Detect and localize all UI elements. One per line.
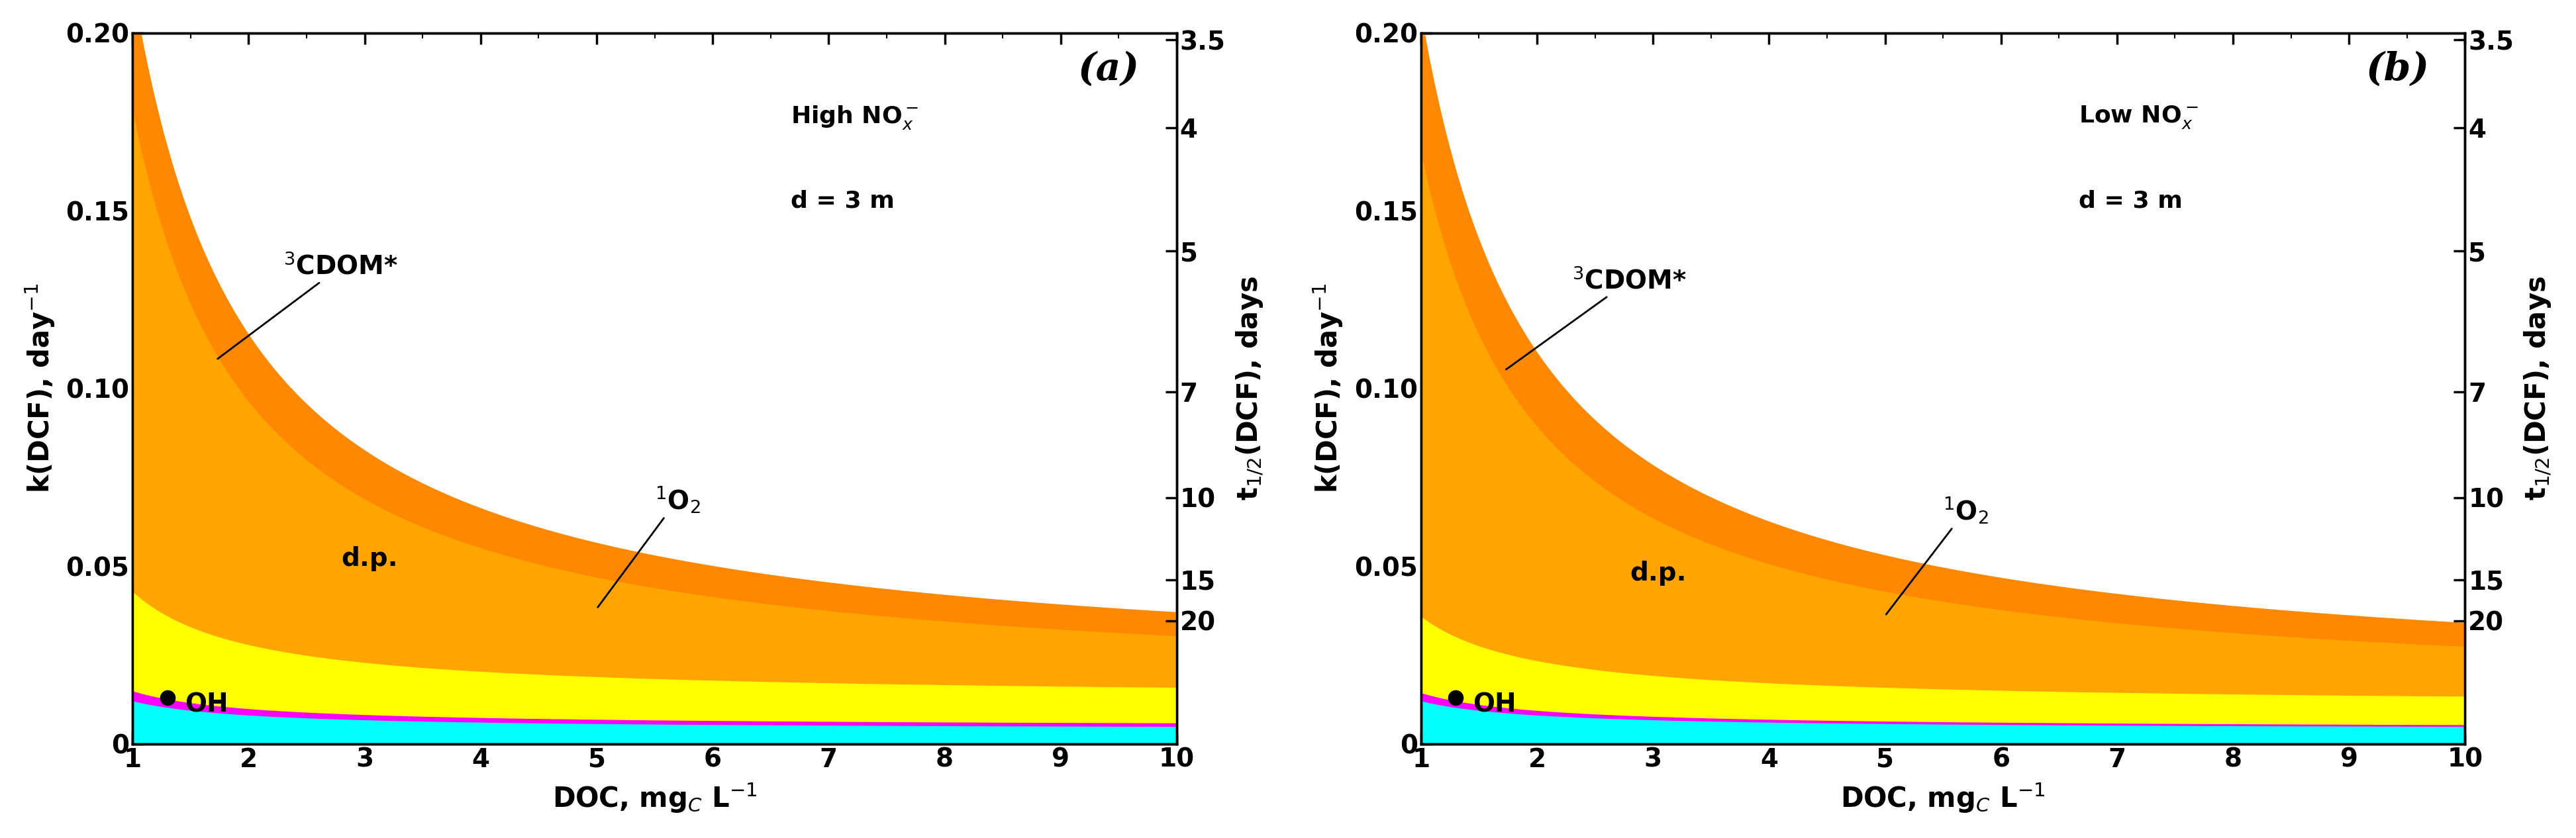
- X-axis label: DOC, mg$_C$ L$^{-1}$: DOC, mg$_C$ L$^{-1}$: [1839, 781, 2045, 815]
- Text: $^1$O$_2$: $^1$O$_2$: [1886, 495, 1989, 614]
- Text: OH: OH: [1473, 692, 1517, 717]
- Y-axis label: t$_{1/2}$(DCF), days: t$_{1/2}$(DCF), days: [1234, 277, 1265, 500]
- Text: (b): (b): [2365, 50, 2429, 88]
- Text: $^3$CDOM*: $^3$CDOM*: [1504, 268, 1685, 370]
- Text: d = 3 m: d = 3 m: [2079, 189, 2182, 212]
- Text: High NO$_x^-$: High NO$_x^-$: [791, 104, 917, 131]
- Text: d = 3 m: d = 3 m: [791, 189, 894, 212]
- Text: $^1$O$_2$: $^1$O$_2$: [598, 484, 701, 608]
- Text: Low NO$_x^-$: Low NO$_x^-$: [2079, 104, 2197, 131]
- Text: d.p.: d.p.: [1631, 561, 1685, 586]
- X-axis label: DOC, mg$_C$ L$^{-1}$: DOC, mg$_C$ L$^{-1}$: [551, 781, 757, 815]
- Y-axis label: k(DCF), day$^{-1}$: k(DCF), day$^{-1}$: [23, 283, 57, 494]
- Text: $^3$CDOM*: $^3$CDOM*: [216, 254, 397, 359]
- Text: d.p.: d.p.: [343, 546, 397, 572]
- Text: OH: OH: [185, 692, 229, 717]
- Text: (a): (a): [1077, 50, 1139, 88]
- Y-axis label: k(DCF), day$^{-1}$: k(DCF), day$^{-1}$: [1311, 283, 1345, 494]
- Y-axis label: t$_{1/2}$(DCF), days: t$_{1/2}$(DCF), days: [2522, 277, 2553, 500]
